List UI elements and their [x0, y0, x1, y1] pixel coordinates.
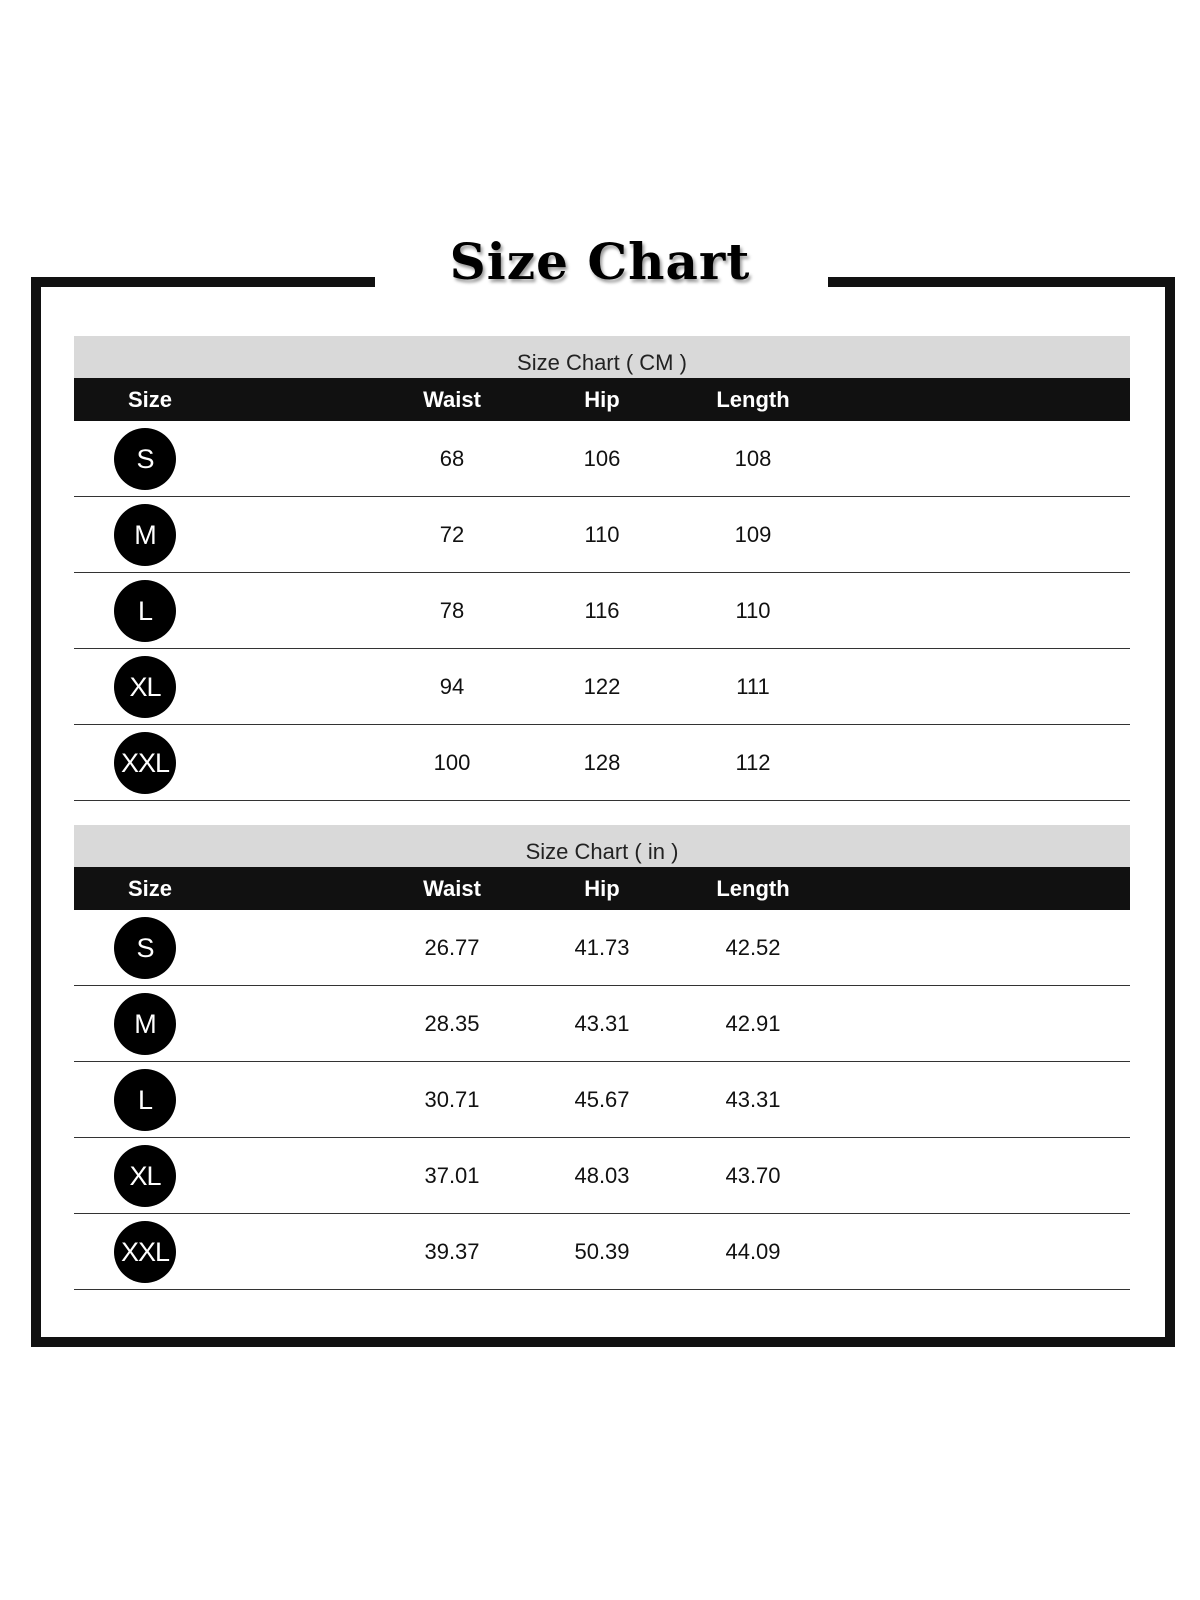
- waist-cell: 72: [439, 521, 465, 547]
- waist-cell: 94: [439, 673, 465, 699]
- size-badge: S: [114, 916, 176, 979]
- size-table-cm: Size Chart ( CM ) Size Waist Hip Length S 68 10…: [74, 336, 1130, 801]
- frame-top-left: [31, 277, 375, 287]
- table-header: Size Waist Hip Length: [74, 867, 1130, 910]
- frame-right: [1165, 277, 1175, 1347]
- hip-cell: 48.03: [574, 1162, 630, 1188]
- column-header: Length: [716, 386, 790, 412]
- length-cell: 112: [735, 749, 771, 775]
- table-row: L 78 116 110: [74, 573, 1130, 649]
- waist-cell: 68: [439, 445, 465, 471]
- table-row: XL 37.01 48.03 43.70: [74, 1138, 1130, 1214]
- column-header: Size: [127, 386, 173, 412]
- hip-cell: 122: [583, 673, 621, 699]
- column-header: Waist: [423, 386, 481, 412]
- waist-cell: 39.37: [424, 1238, 480, 1264]
- hip-cell: 43.31: [574, 1010, 630, 1036]
- size-badge: XL: [114, 1144, 176, 1207]
- hip-cell: 41.73: [574, 934, 630, 960]
- size-badge: S: [114, 427, 176, 490]
- waist-cell: 30.71: [424, 1086, 480, 1112]
- column-header: Hip: [584, 875, 620, 901]
- waist-cell: 100: [433, 749, 471, 775]
- column-header: Size: [127, 875, 173, 901]
- length-cell: 42.91: [725, 1010, 781, 1036]
- length-cell: 44.09: [725, 1238, 781, 1264]
- length-cell: 108: [734, 445, 772, 471]
- frame-top-right: [828, 277, 1175, 287]
- table-row: M 72 110 109: [74, 497, 1130, 573]
- table-row: M 28.35 43.31 42.91: [74, 986, 1130, 1062]
- length-cell: 43.70: [725, 1162, 781, 1188]
- table-row: XXL 39.37 50.39 44.09: [74, 1214, 1130, 1290]
- size-badge: L: [114, 1068, 176, 1131]
- hip-cell: 50.39: [574, 1238, 630, 1264]
- length-cell: 42.52: [725, 934, 781, 960]
- table-caption: Size Chart ( CM ): [74, 336, 1130, 378]
- frame-left: [31, 277, 41, 1347]
- table-caption: Size Chart ( in ): [74, 825, 1130, 867]
- column-header: Length: [716, 875, 790, 901]
- column-header: Waist: [423, 875, 481, 901]
- table-row: S 68 106 108: [74, 421, 1130, 497]
- table-header: Size Waist Hip Length: [74, 378, 1130, 421]
- table-row: XL 94 122 111: [74, 649, 1130, 725]
- column-header: Hip: [584, 386, 620, 412]
- size-badge: L: [114, 579, 176, 642]
- waist-cell: 78: [439, 597, 465, 623]
- size-badge: M: [114, 503, 176, 566]
- size-badge: XL: [114, 655, 176, 718]
- size-badge: XXL: [114, 731, 176, 794]
- table-row: S 26.77 41.73 42.52: [74, 910, 1130, 986]
- length-cell: 109: [734, 521, 772, 547]
- waist-cell: 26.77: [424, 934, 480, 960]
- size-table-in: Size Chart ( in ) Size Waist Hip Length S 26.7…: [74, 825, 1130, 1290]
- size-badge: M: [114, 992, 176, 1055]
- hip-cell: 116: [584, 597, 620, 623]
- length-cell: 111: [736, 673, 770, 699]
- waist-cell: 37.01: [424, 1162, 480, 1188]
- hip-cell: 106: [583, 445, 621, 471]
- waist-cell: 28.35: [424, 1010, 480, 1036]
- page-title: Size Chart: [449, 232, 751, 291]
- length-cell: 110: [735, 597, 771, 623]
- table-row: L 30.71 45.67 43.31: [74, 1062, 1130, 1138]
- frame-bottom: [31, 1337, 1175, 1347]
- hip-cell: 45.67: [574, 1086, 630, 1112]
- hip-cell: 128: [583, 749, 621, 775]
- length-cell: 43.31: [725, 1086, 781, 1112]
- size-badge: XXL: [114, 1220, 176, 1283]
- table-row: XXL 100 128 112: [74, 725, 1130, 801]
- hip-cell: 110: [584, 521, 620, 547]
